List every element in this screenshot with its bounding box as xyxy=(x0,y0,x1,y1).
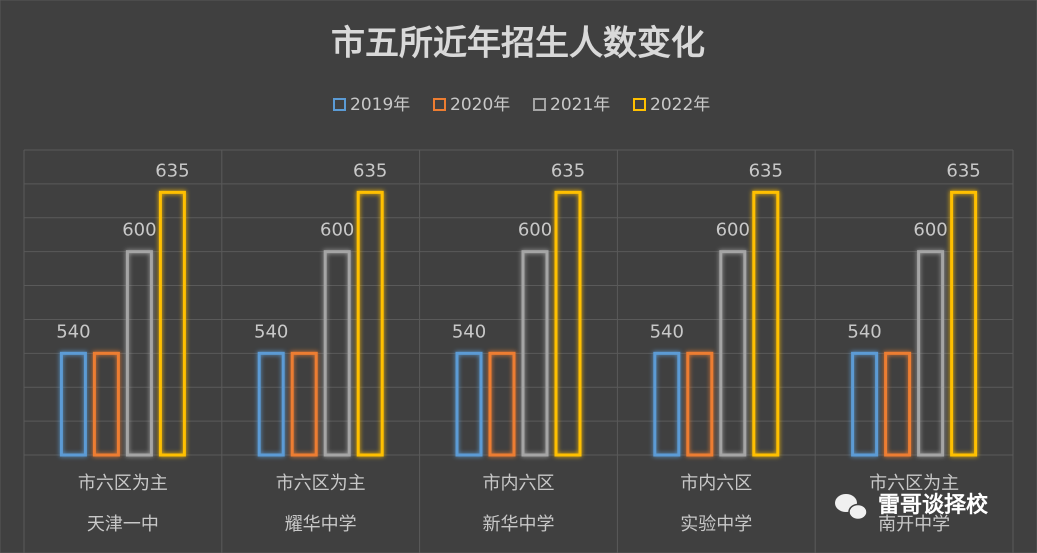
x-tick-label: 耀华中学 xyxy=(285,514,357,535)
x-tick-label: 实验中学 xyxy=(680,514,752,535)
data-label: 635 xyxy=(353,160,387,181)
bar xyxy=(59,351,87,457)
bar xyxy=(356,190,384,457)
legend-label: 2022年 xyxy=(650,95,710,115)
x-group-label: 市六区为主 xyxy=(78,473,168,494)
x-tick-label: 天津一中 xyxy=(87,514,159,535)
legend-label: 2021年 xyxy=(550,95,610,115)
data-label: 635 xyxy=(155,160,189,181)
legend-swatch xyxy=(333,98,346,111)
data-label: 540 xyxy=(56,321,90,342)
bar xyxy=(950,190,978,457)
bar xyxy=(125,250,153,457)
bar xyxy=(686,351,714,457)
x-group-label: 市六区为主 xyxy=(276,473,366,494)
data-label: 600 xyxy=(913,220,947,241)
data-label: 635 xyxy=(749,160,783,181)
data-label: 540 xyxy=(847,321,881,342)
data-label: 600 xyxy=(716,220,750,241)
bar xyxy=(653,351,681,457)
legend-swatch xyxy=(633,98,646,111)
bar xyxy=(92,351,120,457)
bar xyxy=(521,250,549,457)
bar xyxy=(719,250,747,457)
legend-label: 2020年 xyxy=(450,95,510,115)
bar xyxy=(554,190,582,457)
data-label: 540 xyxy=(254,321,288,342)
bar xyxy=(851,351,879,457)
data-label: 635 xyxy=(946,160,980,181)
legend-label: 2019年 xyxy=(350,95,410,115)
data-label: 600 xyxy=(320,220,354,241)
bar xyxy=(158,190,186,457)
data-label: 600 xyxy=(122,220,156,241)
legend-swatch xyxy=(433,98,446,111)
bar xyxy=(455,351,483,457)
data-label: 540 xyxy=(452,321,486,342)
bar xyxy=(290,351,318,457)
x-group-label: 市内六区 xyxy=(483,473,555,494)
watermark-text: 雷哥谈择校 xyxy=(878,492,989,518)
bar xyxy=(257,351,285,457)
bar xyxy=(917,250,945,457)
x-group-label: 市内六区 xyxy=(680,473,752,494)
legend-swatch xyxy=(533,98,546,111)
bar xyxy=(884,351,912,457)
bar xyxy=(488,351,516,457)
data-label: 540 xyxy=(650,321,684,342)
x-tick-label: 南开中学 xyxy=(878,514,950,535)
bar xyxy=(752,190,780,457)
chart-title: 市五所近年招生人数变化 xyxy=(331,24,705,64)
watermark: 雷哥谈择校 xyxy=(835,492,989,521)
x-group-label: 市六区为主 xyxy=(869,473,959,494)
data-label: 635 xyxy=(551,160,585,181)
data-label: 600 xyxy=(518,220,552,241)
x-tick-label: 新华中学 xyxy=(483,514,555,535)
bar xyxy=(323,250,351,457)
